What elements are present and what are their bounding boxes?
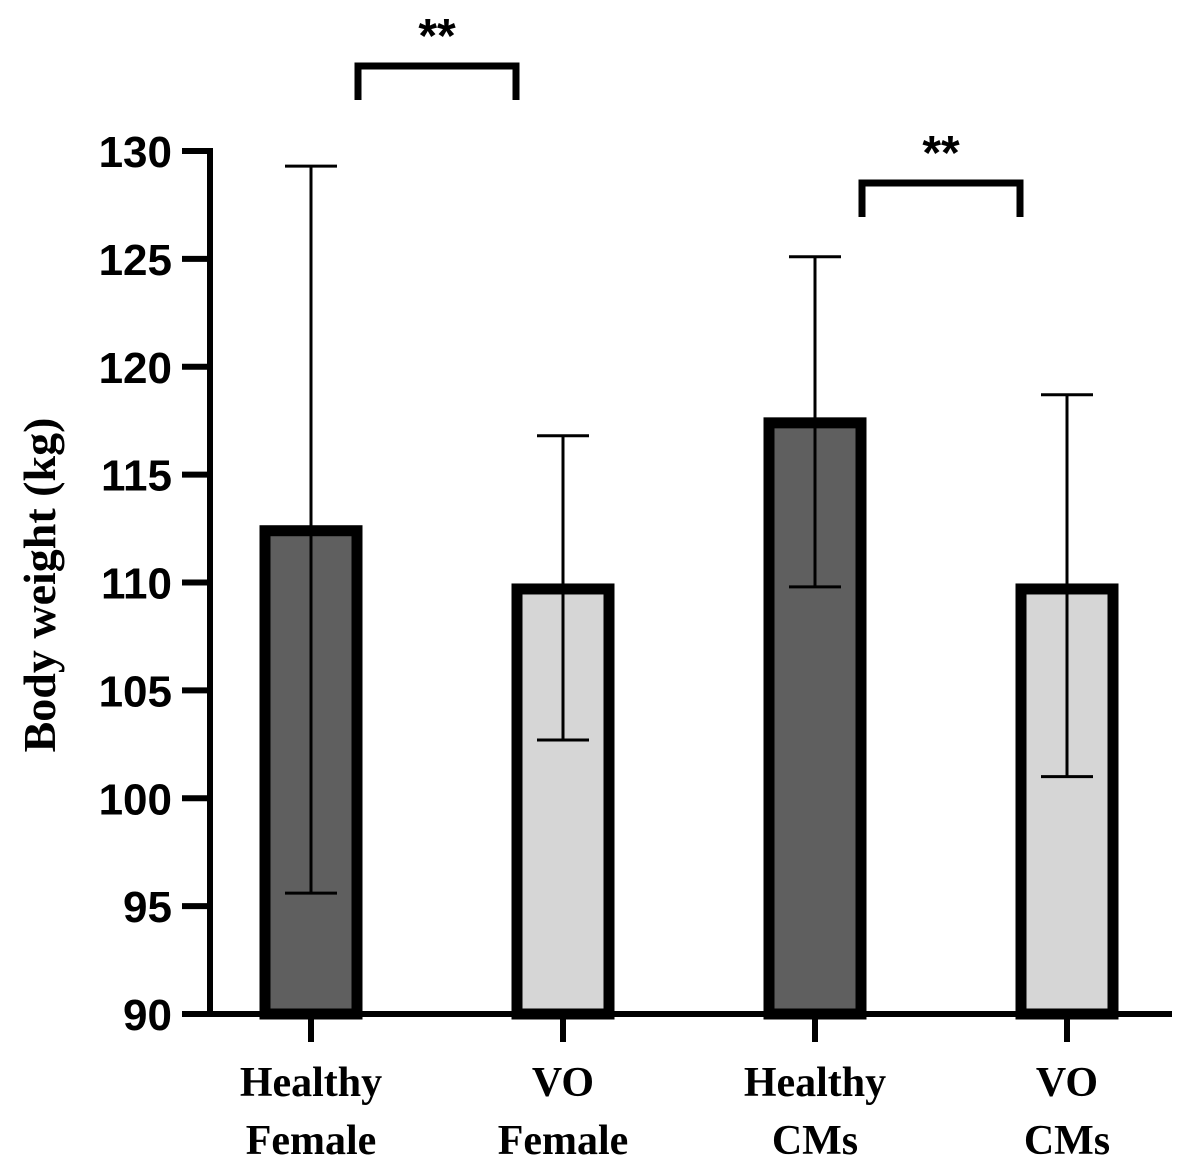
significance-label: ** xyxy=(922,127,960,180)
y-axis: 90 95 100 105 110 115 120 125 130 xyxy=(99,128,213,1040)
error-bars xyxy=(285,164,1093,895)
x-tick-label: Healthy xyxy=(744,1060,886,1106)
significance-label: ** xyxy=(418,10,456,63)
y-tick-label: 130 xyxy=(99,128,172,177)
x-tick-label: CMs xyxy=(772,1118,858,1164)
x-tick-label: CMs xyxy=(1024,1118,1110,1164)
x-tick-label: Healthy xyxy=(240,1060,382,1106)
y-tick-label: 90 xyxy=(123,991,172,1040)
significance-bracket xyxy=(858,179,1024,217)
y-tick-label: 115 xyxy=(101,452,172,501)
y-tick-label: 105 xyxy=(99,667,172,716)
bars xyxy=(259,417,1119,1020)
y-tick-label: 95 xyxy=(123,883,172,932)
y-tick-label: 100 xyxy=(99,775,172,824)
x-tick-label: VO xyxy=(1036,1060,1098,1106)
significance-brackets: ** ** xyxy=(354,10,1024,217)
x-tick-label: VO xyxy=(532,1060,594,1106)
x-tick-label: Female xyxy=(246,1118,377,1164)
x-tick-label: Female xyxy=(498,1118,629,1164)
y-tick-label: 125 xyxy=(99,236,172,285)
significance-bracket xyxy=(354,62,520,100)
y-axis-label: Body weight (kg) xyxy=(14,418,65,753)
y-tick-label: 110 xyxy=(101,560,172,609)
y-tick-label: 120 xyxy=(99,344,172,393)
x-axis: Healthy Female VO Female Healthy CMs VO CMs xyxy=(207,1011,1172,1164)
